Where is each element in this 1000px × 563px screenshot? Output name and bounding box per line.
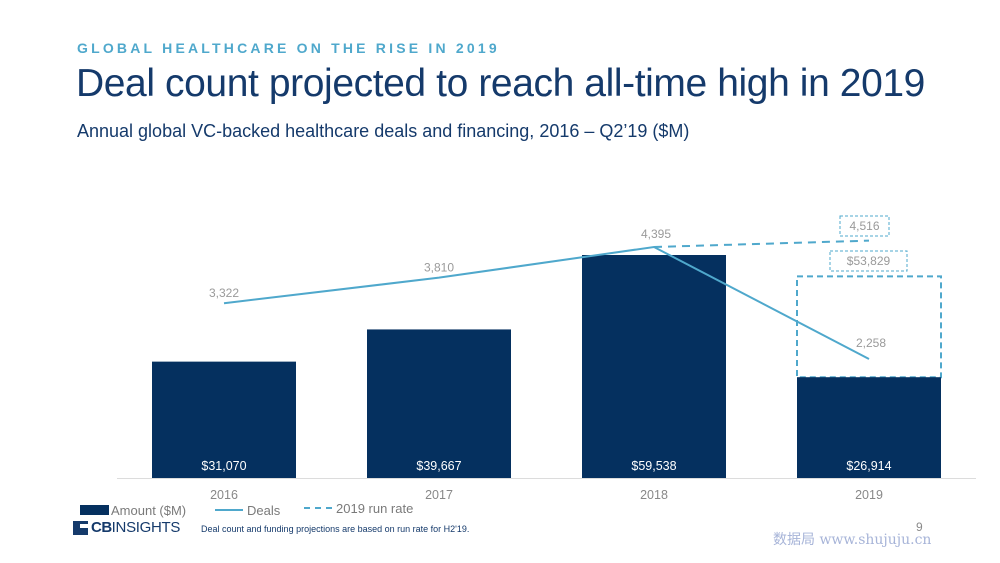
deals-value-label-2017: 3,810 [424, 261, 454, 275]
logo-text-regular: INSIGHTS [111, 519, 181, 536]
legend-swatch-amount [80, 505, 109, 515]
deals-value-label-2018: 4,395 [641, 227, 671, 241]
legend-label-run-rate: 2019 run rate [336, 500, 414, 516]
legend-item-amount: Amount ($M) [80, 501, 186, 519]
footnote: Deal count and funding projections are b… [201, 524, 470, 534]
x-tick-label-2018: 2018 [640, 488, 668, 502]
legend-label-amount: Amount ($M) [111, 502, 187, 518]
deals-value-label-2016: 3,322 [209, 286, 239, 300]
chart-subtitle: Annual global VC-backed healthcare deals… [77, 121, 690, 141]
watermark-text: 数据局 www.shujuju.cn [773, 532, 932, 548]
run-rate-amount-box [796, 275, 942, 379]
bar-value-label-2018: $59,538 [631, 459, 676, 473]
run-rate-deals-label-box [839, 215, 890, 237]
bar-value-label-2017: $39,667 [416, 459, 461, 473]
bar-amount-2018 [582, 255, 726, 478]
cb-insights-logo-icon [73, 520, 88, 535]
legend-item-deals: Deals [215, 501, 280, 519]
deals-value-label-2019: 2,258 [856, 336, 886, 350]
legend-line-deals [215, 509, 243, 511]
bar-amount-2019 [797, 377, 941, 478]
x-tick-label-2016: 2016 [210, 488, 238, 502]
x-tick-label-2019: 2019 [855, 488, 883, 502]
legend-item-run-rate: 2019 run rate [304, 499, 413, 517]
legend-label-deals: Deals [247, 502, 281, 518]
bar-value-label-2016: $31,070 [201, 459, 246, 473]
run-rate-amount-label: $53,829 [847, 254, 891, 268]
x-tick-label-2017: 2017 [425, 488, 453, 502]
run-rate-amount-label-box [829, 250, 908, 272]
deals-line [223, 245, 870, 360]
bar-amount-2017 [367, 329, 511, 478]
slide-kicker: GLOBAL HEALTHCARE ON THE RISE IN 2019 [77, 40, 500, 56]
page-number: 9 [916, 520, 923, 534]
bar-value-label-2019: $26,914 [846, 459, 891, 473]
run-rate-deals-label: 4,516 [849, 219, 879, 233]
slide-title: Deal count projected to reach all-time h… [76, 62, 925, 105]
cb-insights-logo: CB INSIGHTS [73, 519, 180, 536]
logo-text-bold: CB [91, 519, 112, 536]
legend-dash-run-rate [304, 507, 332, 509]
bar-amount-2016 [152, 361, 296, 478]
deals-run-rate-line [653, 239, 870, 248]
